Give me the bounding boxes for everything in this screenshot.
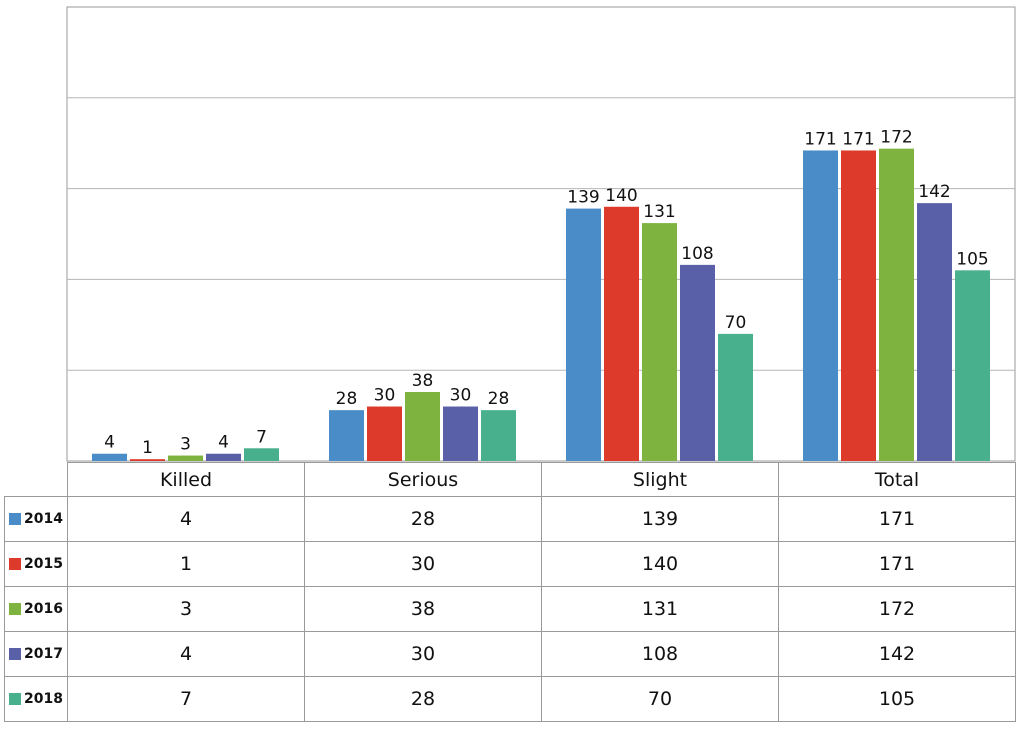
bar <box>718 333 753 461</box>
series-name: 2014 <box>24 511 63 527</box>
legend-swatch <box>9 558 21 570</box>
table-cell: 139 <box>541 496 779 542</box>
bar <box>329 410 364 461</box>
bar-value-label: 7 <box>256 427 267 447</box>
series-name: 2017 <box>24 646 63 662</box>
table-cell: 1 <box>67 541 305 587</box>
table-row: 2016 3 38 131 172 <box>4 586 1016 632</box>
category-label: Serious <box>304 462 542 497</box>
legend-swatch <box>9 603 21 615</box>
table-cell: 7 <box>67 676 305 722</box>
bar-value-label: 4 <box>218 433 229 453</box>
bar-value-label: 142 <box>918 182 950 202</box>
table-row: 2017 4 30 108 142 <box>4 631 1016 677</box>
bar-value-label: 28 <box>336 389 358 409</box>
bar-value-label: 171 <box>804 129 836 149</box>
bar-value-label: 4 <box>104 433 115 453</box>
legend-entry: 2014 <box>4 496 68 542</box>
table-cell: 142 <box>778 631 1016 677</box>
bar <box>367 406 402 461</box>
table-cell: 38 <box>304 586 542 632</box>
table-corner <box>4 462 68 497</box>
table-cell: 4 <box>67 496 305 542</box>
series-name: 2018 <box>24 691 63 707</box>
table-cell: 108 <box>541 631 779 677</box>
table-cell: 28 <box>304 496 542 542</box>
legend-entry: 2017 <box>4 631 68 677</box>
table-row: 2018 7 28 70 105 <box>4 676 1016 722</box>
table-cell: 171 <box>778 541 1016 587</box>
legend-entry: 2018 <box>4 676 68 722</box>
bar-value-label: 140 <box>605 186 637 206</box>
bar-value-label: 172 <box>880 128 912 148</box>
bar <box>244 448 279 461</box>
bar-value-label: 70 <box>725 313 747 333</box>
bar-value-label: 131 <box>643 202 675 222</box>
bar-value-label: 108 <box>681 244 713 264</box>
series-name: 2016 <box>24 601 63 617</box>
table-cell: 172 <box>778 586 1016 632</box>
category-label: Killed <box>67 462 305 497</box>
bar <box>917 203 952 462</box>
bar <box>130 459 165 461</box>
bar-value-label: 38 <box>412 371 434 391</box>
bar <box>642 223 677 461</box>
bar <box>443 406 478 461</box>
legend-swatch <box>9 513 21 525</box>
table-cell: 105 <box>778 676 1016 722</box>
category-label: Total <box>778 462 1016 497</box>
bar <box>841 150 876 462</box>
bar-chart: 4 1 3 4 7 28 30 38 30 28 139 140 131 108 70 171 171 172 14… <box>66 6 1016 462</box>
table-cell: 70 <box>541 676 779 722</box>
table-cell: 140 <box>541 541 779 587</box>
bar-value-label: 139 <box>567 188 599 208</box>
bar <box>604 206 639 461</box>
legend-entry: 2015 <box>4 541 68 587</box>
bar <box>168 455 203 461</box>
bar-value-label: 30 <box>374 386 396 406</box>
table-header-row: Killed Serious Slight Total <box>4 462 1016 497</box>
table-cell: 28 <box>304 676 542 722</box>
table-cell: 171 <box>778 496 1016 542</box>
bar-value-label: 3 <box>180 435 191 455</box>
bar <box>680 264 715 461</box>
bar <box>206 453 241 461</box>
legend-swatch <box>9 648 21 660</box>
bar-value-labels: 4 1 3 4 7 28 30 38 30 28 139 140 131 108 70 171 171 172 14… <box>104 128 989 459</box>
bar <box>879 148 914 461</box>
bars <box>92 148 990 462</box>
bar-value-label: 171 <box>842 129 874 149</box>
table-cell: 131 <box>541 586 779 632</box>
bar <box>803 150 838 462</box>
table-cell: 3 <box>67 586 305 632</box>
table-row: 2014 4 28 139 171 <box>4 496 1016 542</box>
bar <box>405 391 440 461</box>
category-label: Slight <box>541 462 779 497</box>
bar-value-label: 105 <box>956 249 988 269</box>
bar-value-label: 1 <box>142 438 153 458</box>
bar <box>481 410 516 461</box>
bar <box>92 453 127 461</box>
series-name: 2015 <box>24 556 63 572</box>
data-table: Killed Serious Slight Total 2014 4 28 13… <box>4 462 1016 722</box>
table-cell: 4 <box>67 631 305 677</box>
table-row: 2015 1 30 140 171 <box>4 541 1016 587</box>
table-cell: 30 <box>304 631 542 677</box>
table-cell: 30 <box>304 541 542 587</box>
legend-swatch <box>9 693 21 705</box>
legend-entry: 2016 <box>4 586 68 632</box>
plot-frame <box>66 6 1016 462</box>
bar-value-label: 28 <box>488 389 510 409</box>
bar-value-label: 30 <box>450 386 472 406</box>
bar <box>955 270 990 461</box>
bar <box>566 208 601 461</box>
